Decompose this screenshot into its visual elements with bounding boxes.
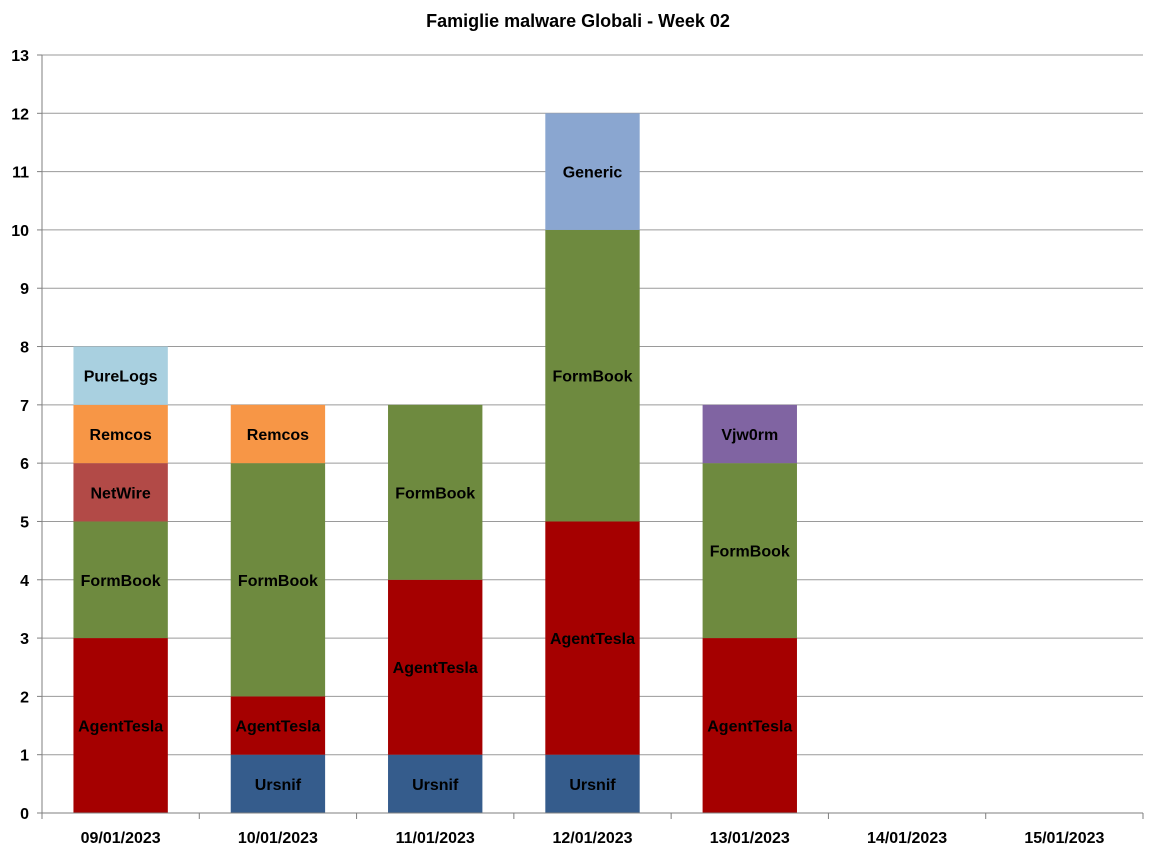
data-label: Vjw0rm bbox=[721, 427, 778, 444]
data-label: FormBook bbox=[553, 369, 633, 386]
data-label: AgentTesla bbox=[78, 719, 163, 736]
axes bbox=[41, 55, 1143, 814]
data-label: FormBook bbox=[710, 544, 790, 561]
y-tick-label: 8 bbox=[20, 340, 29, 357]
data-label: Remcos bbox=[247, 427, 309, 444]
bar-segment-generic bbox=[545, 113, 640, 230]
bar-segment-vjw0rm bbox=[702, 404, 797, 464]
y-tick-label: 2 bbox=[20, 689, 29, 706]
data-label: Ursnif bbox=[412, 777, 459, 794]
bar-segment-ursnif bbox=[545, 754, 640, 813]
bar-segment-remcos bbox=[73, 404, 168, 464]
data-label: Ursnif bbox=[569, 777, 616, 794]
data-label: FormBook bbox=[238, 573, 318, 590]
data-label: NetWire bbox=[90, 485, 150, 502]
y-tick-label: 4 bbox=[20, 573, 29, 590]
x-tick-label: 12/01/2023 bbox=[552, 830, 632, 847]
data-label: AgentTesla bbox=[235, 719, 320, 736]
bar-segment-netwire bbox=[73, 463, 168, 522]
y-tick-label: 12 bbox=[11, 106, 29, 123]
bar-segment-formbook bbox=[545, 229, 640, 522]
data-label: Generic bbox=[563, 165, 623, 182]
y-tick-label: 6 bbox=[20, 456, 29, 473]
x-tick-label: 15/01/2023 bbox=[1024, 830, 1104, 847]
y-tick-label: 5 bbox=[20, 514, 29, 531]
data-label: FormBook bbox=[395, 485, 475, 502]
bars: AgentTesla FormBook NetWire Remcos PureLogs U… bbox=[73, 113, 797, 813]
y-tick-label: 9 bbox=[20, 281, 29, 298]
data-label: PureLogs bbox=[84, 369, 158, 386]
bar-segment-formbook bbox=[73, 521, 168, 639]
data-label: Remcos bbox=[90, 427, 152, 444]
bar-segment-ursnif bbox=[230, 754, 326, 813]
data-label: AgentTesla bbox=[707, 719, 792, 736]
bar-segment-agenttesla bbox=[73, 638, 168, 813]
data-label: AgentTesla bbox=[393, 660, 478, 677]
y-tick-label: 10 bbox=[11, 223, 29, 240]
y-tick-label: 11 bbox=[12, 165, 29, 182]
bar-segment-formbook bbox=[388, 404, 483, 580]
y-tick-label: 1 bbox=[20, 748, 29, 765]
bar-segment-ursnif bbox=[388, 754, 483, 813]
x-tick-label: 10/01/2023 bbox=[238, 830, 318, 847]
bar-segment-agenttesla bbox=[545, 521, 640, 755]
data-label: FormBook bbox=[81, 573, 161, 590]
bar-segment-agenttesla bbox=[388, 579, 483, 755]
x-tick-label: 11/01/2023 bbox=[396, 830, 475, 847]
x-axis-ticks: 09/01/2023 10/01/2023 11/01/2023 12/01/2023… bbox=[41, 813, 1144, 847]
y-tick-label: 7 bbox=[20, 398, 29, 415]
bar-segment-formbook bbox=[702, 463, 797, 639]
y-tick-label: 0 bbox=[20, 806, 29, 823]
x-tick-label: 09/01/2023 bbox=[81, 830, 161, 847]
data-label: AgentTesla bbox=[550, 631, 635, 648]
y-tick-label: 3 bbox=[20, 631, 29, 648]
bar-segment-remcos bbox=[230, 404, 326, 464]
bar-segment-agenttesla bbox=[702, 638, 797, 813]
x-tick-label: 14/01/2023 bbox=[867, 830, 947, 847]
y-tick-label: 13 bbox=[11, 48, 29, 65]
x-tick-label: 13/01/2023 bbox=[710, 830, 790, 847]
bar-segment-purelogs bbox=[73, 346, 168, 405]
bar-segment-agenttesla bbox=[230, 696, 326, 755]
chart-title: Famiglie malware Globali - Week 02 bbox=[426, 11, 730, 31]
bar-segment-formbook bbox=[230, 463, 326, 697]
data-label: Ursnif bbox=[255, 777, 302, 794]
